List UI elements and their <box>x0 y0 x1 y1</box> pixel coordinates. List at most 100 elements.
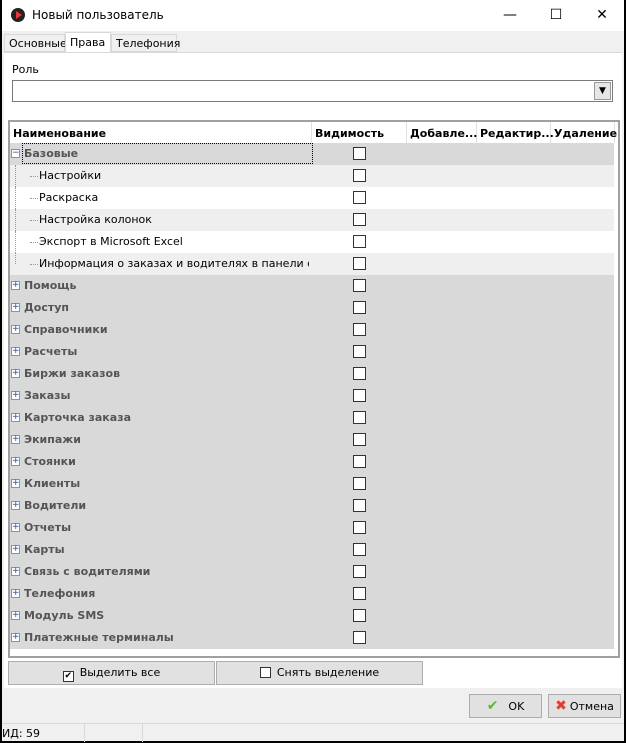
visibility-checkbox[interactable] <box>353 279 366 292</box>
row-label: Настройки <box>39 169 102 182</box>
tree-line <box>15 165 16 187</box>
row-label: Карточка заказа <box>24 411 132 424</box>
expand-icon[interactable]: + <box>11 368 20 378</box>
tree-line <box>30 198 38 199</box>
tree-group-row[interactable]: + Водители <box>10 495 614 517</box>
tab-prava[interactable]: Права <box>65 32 111 53</box>
visibility-checkbox[interactable] <box>353 367 366 380</box>
tree-item-row[interactable]: Настройки <box>10 165 614 187</box>
tree-item-row[interactable]: Экспорт в Microsoft Excel <box>10 231 614 253</box>
col-edit[interactable]: Редактир... <box>477 122 554 143</box>
visibility-checkbox[interactable] <box>353 477 366 490</box>
expand-icon[interactable]: + <box>11 500 20 510</box>
tree-line <box>30 264 38 265</box>
permissions-tree-grid[interactable]: Наименование Видимость Добавле... Редакт… <box>8 120 620 658</box>
col-visibility[interactable]: Видимость <box>312 122 407 143</box>
row-label: Раскраска <box>39 191 99 204</box>
tree-item-row[interactable]: Раскраска <box>10 187 614 209</box>
tree-group-row[interactable]: + Карты <box>10 539 614 561</box>
tree-group-row[interactable]: + Платежные терминалы <box>10 627 614 649</box>
visibility-checkbox[interactable] <box>353 235 366 248</box>
expand-icon[interactable]: + <box>11 478 20 488</box>
visibility-checkbox[interactable] <box>353 499 366 512</box>
col-delete[interactable]: Удаление <box>551 122 617 143</box>
visibility-checkbox[interactable] <box>353 301 366 314</box>
expand-icon[interactable]: + <box>11 302 20 312</box>
expand-icon[interactable]: + <box>11 434 20 444</box>
row-label: Связь с водителями <box>24 565 151 578</box>
visibility-checkbox[interactable] <box>353 147 366 160</box>
tree-group-row[interactable]: + Связь с водителями <box>10 561 614 583</box>
tab-telefoniya[interactable]: Телефония <box>111 34 180 52</box>
tree-group-row[interactable]: + Помощь <box>10 275 614 297</box>
visibility-checkbox[interactable] <box>353 411 366 424</box>
visibility-checkbox[interactable] <box>353 191 366 204</box>
expand-icon[interactable]: + <box>11 412 20 422</box>
visibility-checkbox[interactable] <box>353 389 366 402</box>
tree-group-row[interactable]: + Клиенты <box>10 473 614 495</box>
tree-line <box>30 242 38 243</box>
select-all-button[interactable]: ✔ Выделить все <box>8 661 215 685</box>
row-label: Экспорт в Microsoft Excel <box>39 235 183 248</box>
visibility-checkbox[interactable] <box>353 433 366 446</box>
visibility-checkbox[interactable] <box>353 169 366 182</box>
expand-icon[interactable]: + <box>11 390 20 400</box>
visibility-checkbox[interactable] <box>353 323 366 336</box>
tree-item-row[interactable]: Информация о заказах и водителях в панел… <box>10 253 614 275</box>
tree-line <box>15 231 16 253</box>
visibility-checkbox[interactable] <box>353 213 366 226</box>
row-label: Заказы <box>24 389 71 402</box>
tree-group-row[interactable]: + Расчеты <box>10 341 614 363</box>
col-name[interactable]: Наименование <box>10 122 312 143</box>
visibility-checkbox[interactable] <box>353 455 366 468</box>
visibility-checkbox[interactable] <box>353 257 366 270</box>
tree-group-row[interactable]: + Справочники <box>10 319 614 341</box>
expand-icon[interactable]: + <box>11 522 20 532</box>
deselect-all-button[interactable]: Снять выделение <box>216 661 423 685</box>
ok-button[interactable]: ✔ OK <box>469 694 542 718</box>
status-id: ИД: 59 <box>2 727 41 740</box>
tree-item-row[interactable]: Настройка колонок <box>10 209 614 231</box>
tree-group-row[interactable]: + Заказы <box>10 385 614 407</box>
expand-icon[interactable]: + <box>11 610 20 620</box>
expand-icon[interactable]: + <box>11 456 20 466</box>
minimize-button[interactable]: — <box>503 7 517 23</box>
tree-group-row[interactable]: + Биржи заказов <box>10 363 614 385</box>
tree-group-row[interactable]: + Отчеты <box>10 517 614 539</box>
expand-icon[interactable]: + <box>11 588 20 598</box>
visibility-checkbox[interactable] <box>353 565 366 578</box>
tree-group-row[interactable]: + Телефония <box>10 583 614 605</box>
close-button[interactable]: ✕ <box>596 7 608 23</box>
visibility-checkbox[interactable] <box>353 521 366 534</box>
expand-icon[interactable]: + <box>11 566 20 576</box>
window-title: Новый пользователь <box>32 8 164 22</box>
visibility-checkbox[interactable] <box>353 631 366 644</box>
expand-icon[interactable]: + <box>11 280 20 290</box>
expand-icon[interactable]: + <box>11 324 20 334</box>
tree-group-row[interactable]: + Модуль SMS <box>10 605 614 627</box>
tab-osnovnye[interactable]: Основные <box>4 34 67 52</box>
role-select[interactable]: ▼ <box>12 80 613 102</box>
expand-icon[interactable]: + <box>11 632 20 642</box>
row-label: Платежные терминалы <box>24 631 174 644</box>
cross-icon: ✖ <box>555 698 567 714</box>
chevron-down-icon[interactable]: ▼ <box>594 82 611 100</box>
visibility-checkbox[interactable] <box>353 609 366 622</box>
tree-group-row[interactable]: + Карточка заказа <box>10 407 614 429</box>
visibility-checkbox[interactable] <box>353 345 366 358</box>
tree-group-row[interactable]: + Доступ <box>10 297 614 319</box>
tree-group-row[interactable]: − Базовые <box>10 143 614 165</box>
tree-group-row[interactable]: + Экипажи <box>10 429 614 451</box>
col-add[interactable]: Добавле... <box>407 122 477 143</box>
tree-group-row[interactable]: + Стоянки <box>10 451 614 473</box>
visibility-checkbox[interactable] <box>353 587 366 600</box>
tree-line <box>15 187 16 209</box>
collapse-icon[interactable]: − <box>11 148 20 158</box>
row-label: Расчеты <box>24 345 78 358</box>
visibility-checkbox[interactable] <box>353 543 366 556</box>
expand-icon[interactable]: + <box>11 544 20 554</box>
cancel-button[interactable]: ✖ Отмена <box>548 694 621 718</box>
expand-icon[interactable]: + <box>11 346 20 356</box>
maximize-button[interactable]: ☐ <box>549 7 563 23</box>
row-label: Помощь <box>24 279 77 292</box>
